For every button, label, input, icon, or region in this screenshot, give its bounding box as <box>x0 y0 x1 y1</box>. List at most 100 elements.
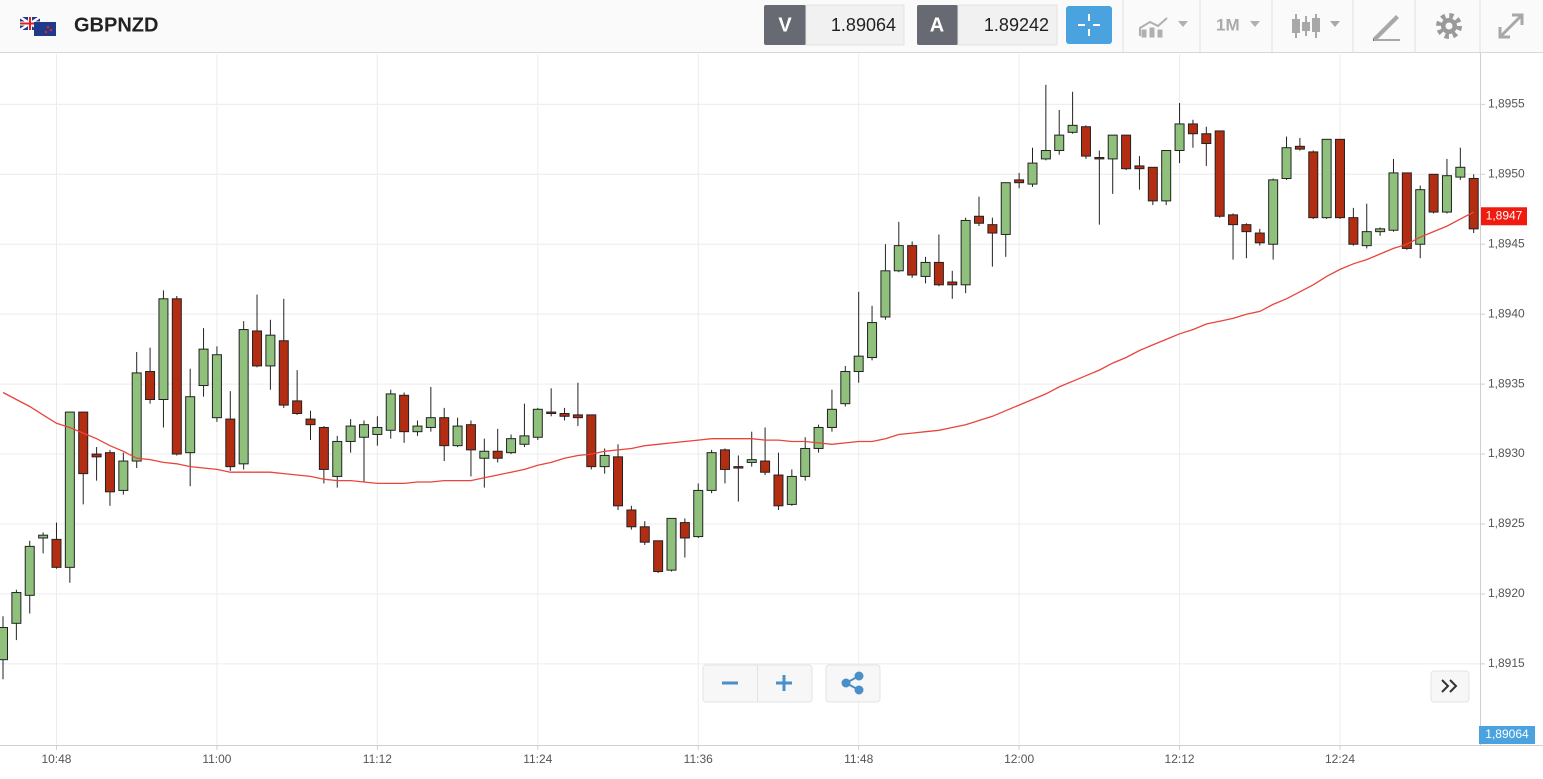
candle-body-down <box>1080 126 1091 157</box>
crosshair-button[interactable] <box>1066 6 1112 44</box>
plot <box>0 84 1479 680</box>
candle-body-up <box>1455 166 1466 178</box>
x-tick-label: 11:12 <box>363 752 392 766</box>
bid-label: V <box>778 14 792 36</box>
flag-icon <box>19 15 56 36</box>
candles-button[interactable] <box>1292 14 1340 38</box>
candle-body-down <box>760 460 771 473</box>
candle-body-down <box>773 474 784 507</box>
period[interactable]: 1M <box>1216 15 1240 34</box>
candle-body-down <box>252 330 263 367</box>
candle-body-down <box>78 411 89 475</box>
candle-body-up <box>131 372 142 462</box>
x-tick-label: 12:24 <box>1325 752 1355 766</box>
candle-body-down <box>465 424 476 451</box>
ask-badge <box>917 5 958 45</box>
candle-body-down <box>278 340 289 406</box>
y-tick-label: 1,8925 <box>1488 516 1525 530</box>
candle-body-up <box>64 411 75 568</box>
candle-body-down <box>1241 224 1252 233</box>
candle-body-down <box>1121 134 1132 170</box>
candle-body-down <box>171 298 182 455</box>
candle-body-up <box>519 435 530 445</box>
candle-body-down <box>1294 145 1305 150</box>
x-tick-label: 11:24 <box>523 752 552 766</box>
candle-body-up <box>265 334 276 367</box>
x-tick-label: 12:12 <box>1165 752 1195 766</box>
candle-body-up <box>813 426 824 449</box>
candle-body-up <box>185 396 196 454</box>
drawing-button[interactable] <box>1373 15 1400 41</box>
candle-body-down <box>1401 172 1412 249</box>
axes: 1,8915 1,8920 1,8925 1,8930 1,8935 1,8940 1,89… <box>41 97 1535 766</box>
chart-type-button[interactable] <box>1139 17 1188 38</box>
y-tick-label: 1,8945 <box>1488 236 1525 250</box>
candle-body-up <box>452 425 463 447</box>
candle-body-up <box>800 447 811 477</box>
candle-body-up <box>840 371 851 405</box>
share-box <box>825 664 881 703</box>
candle-body-down <box>907 245 918 276</box>
candle-body-down <box>1094 157 1105 160</box>
candle-body-down <box>733 466 744 469</box>
candle-body-down <box>546 411 557 414</box>
x-tick-label: 12:00 <box>1004 752 1034 766</box>
candle-body-up <box>385 393 396 431</box>
candle-body-down <box>933 261 944 286</box>
y-tick-label: 1,8955 <box>1488 97 1525 111</box>
bid-tag-bg <box>1479 726 1535 744</box>
candle-body-down <box>1134 165 1145 170</box>
ask-label: A <box>930 14 944 36</box>
candle-body-up <box>1107 134 1118 160</box>
bid-price: 1.89064 <box>831 15 896 35</box>
candle-body-down <box>1254 232 1265 244</box>
candle-body-up <box>826 408 837 428</box>
candle-body-down <box>91 453 102 458</box>
candle-body-up <box>412 425 423 433</box>
candle-body-up <box>1321 138 1332 219</box>
candle-body-up <box>425 417 436 428</box>
candle-body-up <box>345 425 356 442</box>
y-tick-label: 1,8915 <box>1488 656 1525 670</box>
candle-body-up <box>479 450 490 459</box>
candle-body-down <box>639 526 650 543</box>
candle-body-up <box>1027 162 1038 185</box>
candle-body-up <box>1415 189 1426 245</box>
candle-body-up <box>693 489 704 538</box>
zoom-controls <box>702 664 1470 703</box>
candle-body-up <box>853 355 864 373</box>
candle-body-up <box>599 454 610 468</box>
candle-body-up <box>893 245 904 272</box>
zoom-in-button[interactable] <box>776 675 792 691</box>
candle-body-down <box>626 509 637 528</box>
share-button[interactable] <box>841 671 864 695</box>
candle-body-down <box>225 418 236 468</box>
candle-body-up <box>1281 147 1292 179</box>
x-tick-label: 11:48 <box>844 752 873 766</box>
y-tick-label: 1,8950 <box>1488 166 1525 180</box>
period-caret <box>1250 21 1260 27</box>
y-tick-label: 1,8930 <box>1488 446 1525 460</box>
candle-body-up <box>1067 124 1078 133</box>
candle-body-up <box>0 627 8 661</box>
bid-tag-label: 1,89064 <box>1485 727 1529 741</box>
ma-line <box>2 211 1475 485</box>
x-tick-label: 10:48 <box>41 752 71 766</box>
candle-body-up <box>372 426 383 435</box>
settings-button[interactable] <box>1436 13 1462 39</box>
candle-body-up <box>11 592 22 624</box>
candle-body-up <box>960 219 971 286</box>
candle-body-up <box>24 545 35 596</box>
candle-body-up <box>198 348 209 387</box>
candle-body-up <box>920 261 931 277</box>
candle-body-down <box>947 281 958 286</box>
candle-body-down <box>987 224 998 234</box>
candle-body-up <box>158 298 169 400</box>
candle-body-down <box>104 452 115 493</box>
candle-body-down <box>1428 173 1439 213</box>
candle-body-down <box>1308 151 1319 219</box>
fullscreen-button[interactable] <box>1498 13 1524 39</box>
scroll-right-button[interactable] <box>1441 679 1458 693</box>
candle-body-down <box>653 540 664 573</box>
